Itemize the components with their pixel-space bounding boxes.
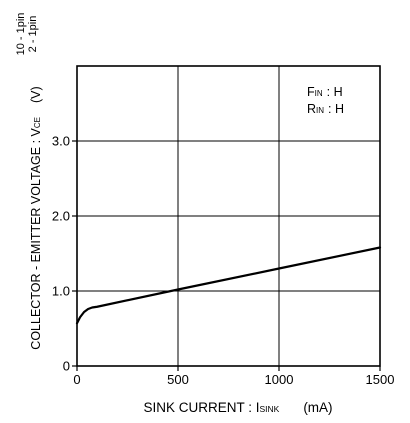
y-axis-unit: (V) — [29, 86, 43, 103]
y-axis-label: COLLECTOR - EMITTER VOLTAGE : VCE (V) — [29, 86, 43, 349]
x-axis-symbol: I — [256, 400, 260, 415]
grid-layer — [77, 66, 380, 366]
y-tick-label: 0 — [63, 359, 70, 374]
condition-label: RIN : H — [307, 102, 344, 116]
y-axis-symbol-sub: CE — [33, 117, 42, 128]
condition-sub: IN — [315, 89, 323, 98]
series-layer — [75, 246, 382, 325]
y-tick-label: 2.0 — [52, 209, 70, 224]
x-tick-label: 500 — [167, 372, 189, 387]
tick-layer: 0 500 1000 1500 0 1.0 2.0 3.0 — [52, 134, 395, 388]
condition-prefix: R — [307, 102, 316, 116]
x-axis-symbol-sub: SINK — [259, 404, 279, 414]
series-line — [75, 246, 382, 325]
condition-sub: IN — [316, 106, 324, 115]
condition-label: FIN : H — [307, 85, 343, 99]
x-axis-unit: (mA) — [303, 400, 332, 415]
condition-prefix: F — [307, 85, 315, 99]
y-tick-label: 3.0 — [52, 134, 70, 149]
pin-note-bottom: 2 - 1pin — [27, 16, 39, 53]
x-tick-label: 1000 — [265, 372, 294, 387]
pin-note-top: 10 - 1pin — [15, 13, 27, 56]
x-tick-label: 0 — [73, 372, 80, 387]
y-tick-label: 1.0 — [52, 284, 70, 299]
x-tick-label: 1500 — [366, 372, 395, 387]
y-axis-label-main: COLLECTOR - EMITTER VOLTAGE : V — [29, 127, 43, 349]
condition-value: : H — [328, 102, 344, 116]
x-axis-label: SINK CURRENT : ISINK (mA) — [143, 400, 332, 415]
condition-value: : H — [327, 85, 343, 99]
x-axis-label-main: SINK CURRENT : — [143, 400, 255, 415]
